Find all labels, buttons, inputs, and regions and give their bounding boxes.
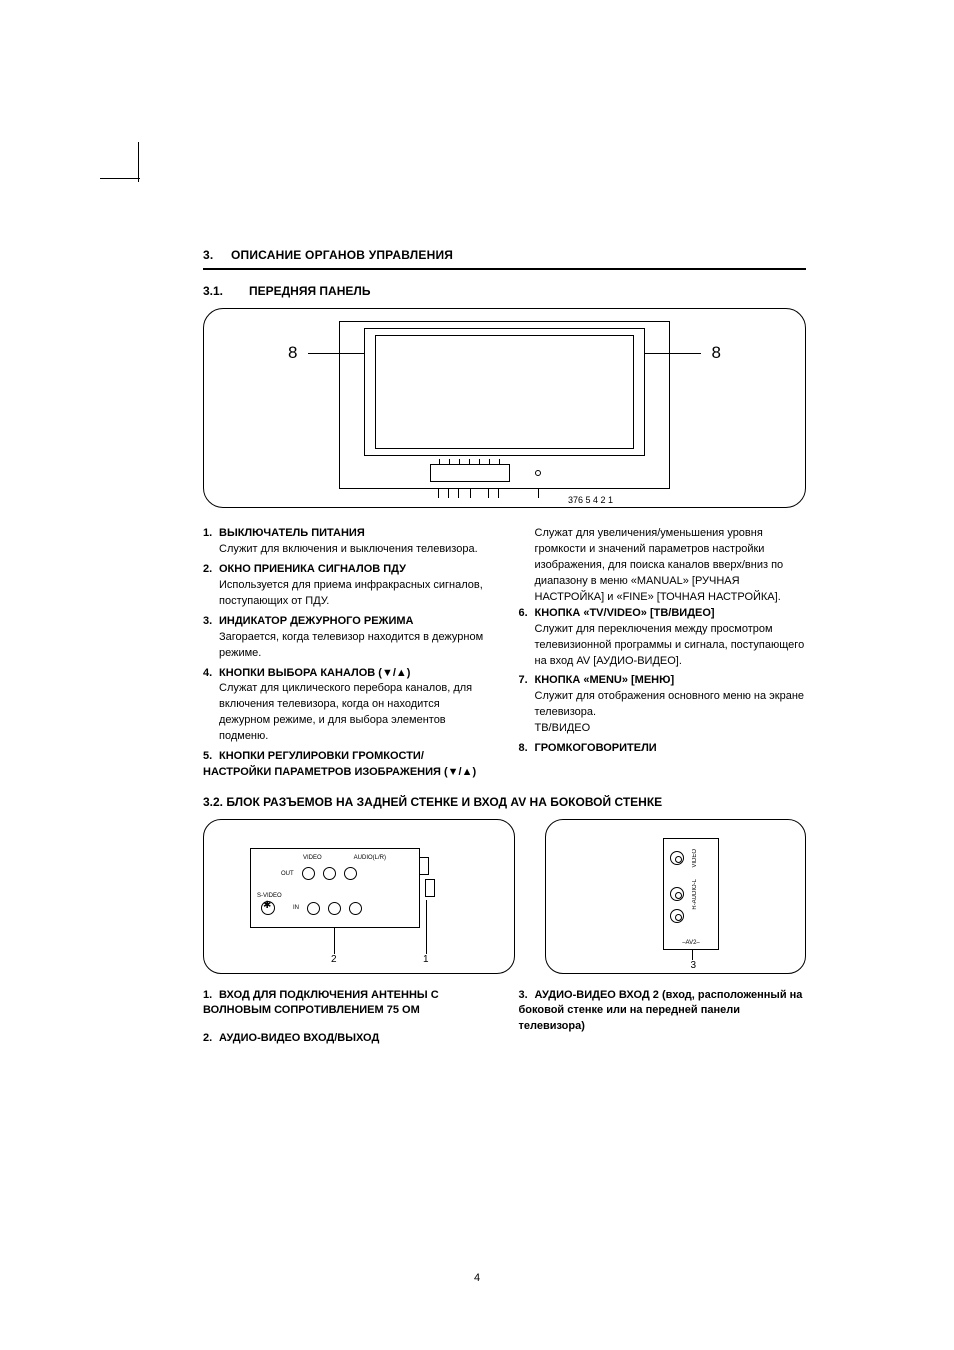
- list-item: 5.КНОПКИ РЕГУЛИРОВКИ ГРОМКОСТИ/НАСТРОЙКИ…: [203, 749, 491, 781]
- subsection-32: 3.2. БЛОК РАЗЪЕМОВ НА ЗАДНЕЙ СТЕНКЕ И ВХ…: [203, 795, 806, 809]
- leader-line: [334, 928, 335, 954]
- label-out: OUT: [281, 871, 294, 877]
- jack-icon: [349, 902, 362, 915]
- tv-led-icon: [535, 470, 541, 476]
- section-title: ОПИСАНИЕ ОРГАНОВ УПРАВЛЕНИЯ: [231, 248, 453, 262]
- sub31-title: ПЕРЕДНЯЯ ПАНЕЛЬ: [249, 284, 370, 298]
- tv-screen: [375, 335, 634, 449]
- sub32-title: БЛОК РАЗЪЕМОВ НА ЗАДНЕЙ СТЕНКЕ И ВХОД AV…: [226, 795, 662, 809]
- label-av2: –AV2–: [664, 940, 718, 946]
- side-connector-block: VIDEO R-AUDIO-L –AV2–: [663, 838, 719, 950]
- list-item: 8.ГРОМКОГОВОРИТЕЛИ: [519, 741, 807, 757]
- list-item: 1.ВХОД ДЛЯ ПОДКЛЮЧЕНИЯ АНТЕННЫ С ВОЛНОВЫ…: [203, 988, 491, 1019]
- tv-front-figure: 8 8: [203, 308, 806, 508]
- label-audio: AUDIO(L/R): [354, 855, 386, 861]
- label-svideo: S-VIDEO: [257, 893, 282, 899]
- callout-8-left: 8: [288, 343, 297, 363]
- jack-icon: [670, 851, 684, 865]
- tv-bottom-numbers: 376 5 4 2 1: [568, 495, 613, 505]
- rear-figures-row: VIDEO AUDIO(L/R) OUT S-VIDEO IN: [203, 819, 806, 974]
- list-item: 2.АУДИО-ВИДЕО ВХОД/ВЫХОД: [203, 1031, 491, 1046]
- label-in: IN: [293, 905, 299, 911]
- rear-panel-figure: VIDEO AUDIO(L/R) OUT S-VIDEO IN: [203, 819, 515, 974]
- tv-body: 376 5 4 2 1: [339, 321, 670, 489]
- tv-button-panel: [430, 464, 510, 482]
- front-panel-list: 1.ВЫКЛЮЧАТЕЛЬ ПИТАНИЯ Служит для включен…: [203, 526, 806, 781]
- list-item: 6.КНОПКА «TV/VIDEO» [ТВ/ВИДЕО] Служит дл…: [519, 606, 807, 670]
- rear-connector-block: VIDEO AUDIO(L/R) OUT S-VIDEO IN: [250, 848, 420, 928]
- antenna-plug-icon: [425, 879, 435, 897]
- sub31-num: 3.1.: [203, 284, 249, 298]
- label-video: VIDEO: [303, 855, 322, 861]
- antenna-connector-icon: [419, 857, 429, 875]
- jack-icon: [323, 867, 336, 880]
- callout-8-right: 8: [712, 343, 721, 363]
- list-item: 4.КНОПКИ ВЫБОРА КАНАЛОВ (▼/▲) Служат для…: [203, 666, 491, 746]
- label-side-audio: R-AUDIO-L: [692, 879, 698, 910]
- jack-icon: [670, 909, 684, 923]
- jack-icon: [302, 867, 315, 880]
- leader-label-3: 3: [690, 960, 696, 971]
- page-body: 3.ОПИСАНИЕ ОРГАНОВ УПРАВЛЕНИЯ 3.1.ПЕРЕДН…: [48, 48, 906, 1302]
- leader-label-2: 2: [331, 954, 337, 965]
- section-heading: 3.ОПИСАНИЕ ОРГАНОВ УПРАВЛЕНИЯ: [203, 248, 806, 270]
- list-item: 3.ИНДИКАТОР ДЕЖУРНОГО РЕЖИМА Загорается,…: [203, 614, 491, 662]
- list-item: 1.ВЫКЛЮЧАТЕЛЬ ПИТАНИЯ Служит для включен…: [203, 526, 491, 558]
- item5-continuation: Служат для увеличения/уменьшения уровня …: [519, 526, 807, 606]
- leader-label-1: 1: [423, 954, 429, 965]
- label-side-video: VIDEO: [692, 849, 698, 868]
- svideo-icon: [261, 901, 275, 915]
- jack-icon: [307, 902, 320, 915]
- tv-inner: [364, 328, 645, 456]
- sub32-num: 3.2.: [203, 795, 223, 809]
- leader-line: [692, 950, 693, 960]
- page-number: 4: [48, 1272, 906, 1284]
- rear-items-list: 1.ВХОД ДЛЯ ПОДКЛЮЧЕНИЯ АНТЕННЫ С ВОЛНОВЫ…: [203, 988, 806, 1058]
- jack-icon: [344, 867, 357, 880]
- list-item: 7.КНОПКА «MENU» [МЕНЮ] Служит для отобра…: [519, 673, 807, 737]
- section-num: 3.: [203, 248, 231, 262]
- list-item: 3.АУДИО-ВИДЕО ВХОД 2 (вход, расположенны…: [519, 988, 807, 1034]
- leader-line: [426, 900, 427, 954]
- list-item: 2.ОКНО ПРИЕНИКА СИГНАЛОВ ПДУ Используетс…: [203, 562, 491, 610]
- button-leader-lines: [430, 488, 548, 502]
- jack-icon: [670, 887, 684, 901]
- side-panel-figure: VIDEO R-AUDIO-L –AV2– 3: [545, 819, 806, 974]
- subsection-31: 3.1.ПЕРЕДНЯЯ ПАНЕЛЬ: [203, 284, 806, 298]
- jack-icon: [328, 902, 341, 915]
